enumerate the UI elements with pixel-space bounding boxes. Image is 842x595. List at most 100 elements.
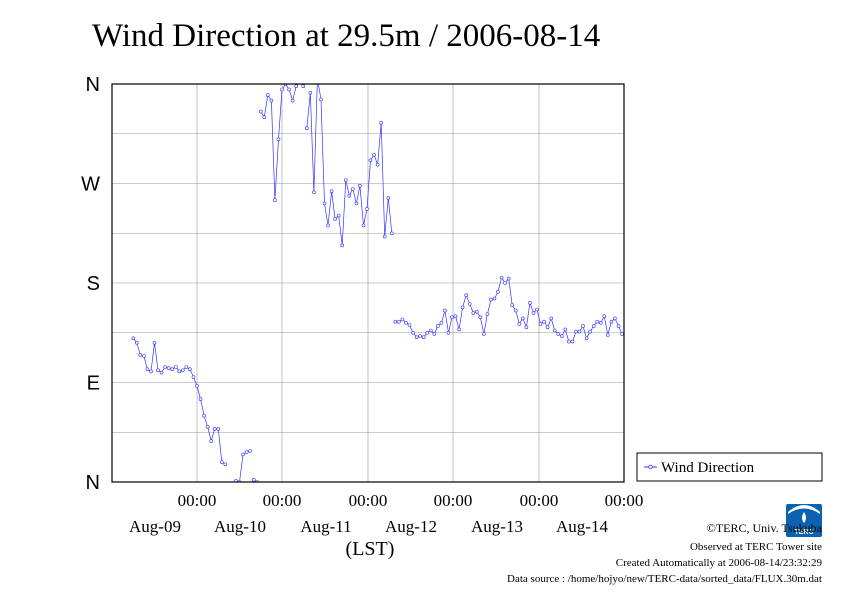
data-point: [734, 290, 737, 293]
data-point: [798, 215, 801, 218]
x-tick-date: Aug-09: [129, 517, 181, 536]
data-point: [163, 365, 167, 369]
data-point: [563, 327, 568, 332]
data-point: [414, 335, 419, 340]
data-point: [794, 169, 797, 172]
data-point: [819, 149, 822, 152]
data-point: [142, 354, 146, 358]
data-point: [783, 138, 786, 141]
data-point: [340, 243, 345, 248]
data-point: [212, 427, 217, 431]
data-point: [741, 298, 744, 301]
data-point: [609, 319, 614, 324]
data-point: [365, 207, 369, 211]
credit-source: Data source : /home/hojyo/new/TERC-data/…: [507, 573, 822, 585]
data-point: [549, 316, 554, 321]
data-point: [298, 80, 301, 83]
data-point: [361, 223, 366, 228]
data-point: [294, 84, 299, 88]
data-point: [773, 77, 776, 80]
data-point: [492, 296, 497, 301]
x-tick-date: Aug-10: [214, 517, 266, 536]
data-point: [542, 319, 546, 324]
data-point: [762, 181, 765, 184]
data-point: [520, 316, 525, 321]
data-point: [485, 312, 490, 316]
y-tick-label: N: [86, 74, 100, 96]
data-point: [513, 308, 518, 313]
data-point: [769, 129, 772, 132]
data-point: [674, 370, 677, 373]
data-point: [181, 368, 185, 373]
data-point: [506, 276, 511, 281]
data-point: [287, 87, 291, 92]
data-point: [769, 401, 772, 404]
data-point: [805, 99, 808, 102]
legend-box: [636, 452, 823, 482]
data-point: [393, 319, 398, 324]
data-point: [329, 189, 334, 193]
data-point: [681, 381, 684, 384]
y-axis-ticks: N E S W N: [81, 74, 100, 494]
y-tick-label: S: [87, 273, 100, 295]
data-point: [290, 98, 295, 103]
data-point: [474, 309, 479, 314]
data-point: [595, 319, 600, 324]
data-point: [517, 322, 522, 326]
data-point: [251, 477, 256, 482]
logo-text: TERC: [794, 529, 813, 536]
data-point: [524, 325, 529, 330]
data-point: [801, 483, 804, 486]
data-point: [776, 483, 779, 486]
data-point: [418, 334, 422, 338]
data-point: [727, 282, 730, 285]
data-point: [198, 397, 203, 401]
data-point: [730, 326, 733, 329]
data-point: [135, 340, 139, 345]
x-tick-date: Aug-13: [471, 517, 523, 536]
data-point: [496, 289, 500, 294]
data-point: [808, 199, 811, 202]
data-point: [656, 329, 659, 332]
data-point: [798, 416, 801, 419]
data-point: [545, 325, 550, 330]
data-point: [471, 311, 476, 315]
data-point: [301, 84, 306, 88]
data-point: [435, 324, 440, 328]
data-point: [649, 339, 652, 342]
data-point: [598, 320, 603, 325]
data-point: [588, 329, 592, 334]
data-point: [316, 77, 319, 80]
data-point: [174, 365, 178, 369]
data-point: [379, 120, 384, 125]
data-point: [145, 367, 150, 372]
data-point: [766, 121, 769, 124]
data-point: [347, 193, 352, 198]
data-point: [602, 314, 607, 319]
data-point: [262, 115, 267, 119]
x-axis-ticks: 00:00 Aug-09 00:00 Aug-10 00:00 Aug-11 00:00 Au…: [129, 491, 643, 536]
data-point: [170, 367, 174, 372]
data-point: [407, 323, 412, 327]
logo-drop-icon: [802, 512, 806, 523]
data-point: [709, 359, 712, 362]
data-point: [304, 126, 309, 130]
data-point: [559, 334, 564, 338]
series-clip-group: [131, 77, 836, 486]
data-point: [577, 329, 582, 334]
data-point: [326, 223, 330, 228]
data-point: [616, 324, 621, 328]
data-point: [248, 449, 252, 453]
data-point: [319, 97, 323, 102]
data-point: [191, 375, 196, 379]
data-point: [663, 339, 666, 342]
data-point: [706, 361, 709, 364]
data-point: [716, 311, 719, 314]
data-point: [467, 302, 472, 306]
data-point: [833, 149, 836, 152]
data-point: [660, 338, 663, 341]
data-point: [372, 153, 376, 157]
data-point: [404, 320, 408, 325]
data-point: [336, 213, 341, 218]
